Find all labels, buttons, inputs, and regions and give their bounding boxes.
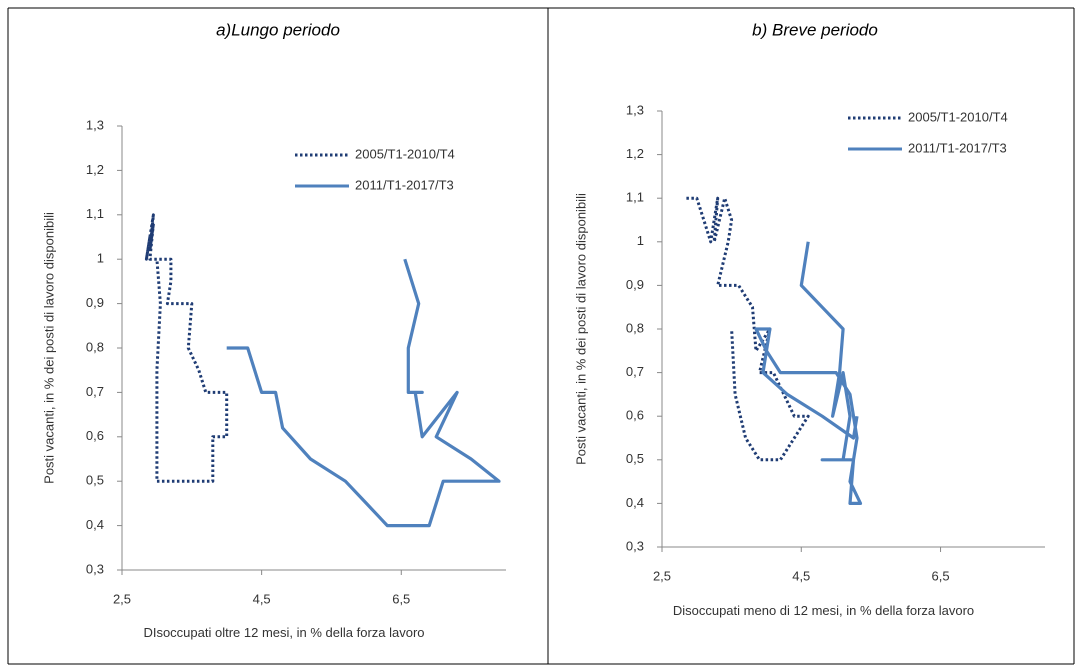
y-tick-label: 0,6 <box>626 408 644 423</box>
series-line <box>686 196 810 462</box>
x-tick-label: 2,5 <box>113 591 131 606</box>
y-tick-label: 0,3 <box>626 538 644 553</box>
series-line <box>226 258 501 528</box>
legend-label: 2005/T1-2010/T4 <box>908 109 1008 124</box>
y-tick-label: 0,4 <box>86 517 104 532</box>
y-tick-label: 0,8 <box>626 320 644 335</box>
y-tick-label: 0,7 <box>86 384 104 399</box>
y-tick-label: 0,8 <box>86 339 104 354</box>
legend-label: 2011/T1-2017/T3 <box>908 140 1007 155</box>
legend-label: 2011/T1-2017/T3 <box>355 177 454 192</box>
y-tick-label: 0,9 <box>86 295 104 310</box>
x-tick-label: 4,5 <box>792 568 810 583</box>
series-line <box>144 213 229 483</box>
y-tick-label: 0,6 <box>86 428 104 443</box>
y-axis-label: Posti vacanti, in % dei posti di lavoro … <box>573 193 588 465</box>
y-tick-label: 0,5 <box>626 451 644 466</box>
y-tick-label: 1,2 <box>86 162 104 177</box>
x-tick-label: 6,5 <box>932 568 950 583</box>
y-tick-label: 1,1 <box>626 190 644 205</box>
y-tick-label: 0,3 <box>86 561 104 576</box>
chart-title: a)Lungo periodo <box>216 20 340 39</box>
y-tick-label: 1 <box>97 251 104 266</box>
legend-label: 2005/T1-2010/T4 <box>355 146 455 161</box>
y-axis-label: Posti vacanti, in % dei posti di lavoro … <box>41 212 56 484</box>
chart-title: b) Breve periodo <box>752 20 878 39</box>
y-tick-label: 1 <box>637 233 644 248</box>
x-tick-label: 4,5 <box>253 591 271 606</box>
y-tick-label: 1,2 <box>626 146 644 161</box>
series-line <box>754 241 863 505</box>
y-tick-label: 0,5 <box>86 473 104 488</box>
y-tick-label: 1,3 <box>626 102 644 117</box>
x-tick-label: 2,5 <box>653 568 671 583</box>
y-tick-label: 0,4 <box>626 495 644 510</box>
x-tick-label: 6,5 <box>392 591 410 606</box>
x-axis-label: DIsoccupati oltre 12 mesi, in % della fo… <box>143 625 425 640</box>
y-tick-label: 0,9 <box>626 277 644 292</box>
x-axis-label: Disoccupati meno di 12 mesi, in % della … <box>672 603 975 618</box>
y-tick-label: 1,3 <box>86 117 104 132</box>
y-tick-label: 0,7 <box>626 364 644 379</box>
y-tick-label: 1,1 <box>86 206 104 221</box>
